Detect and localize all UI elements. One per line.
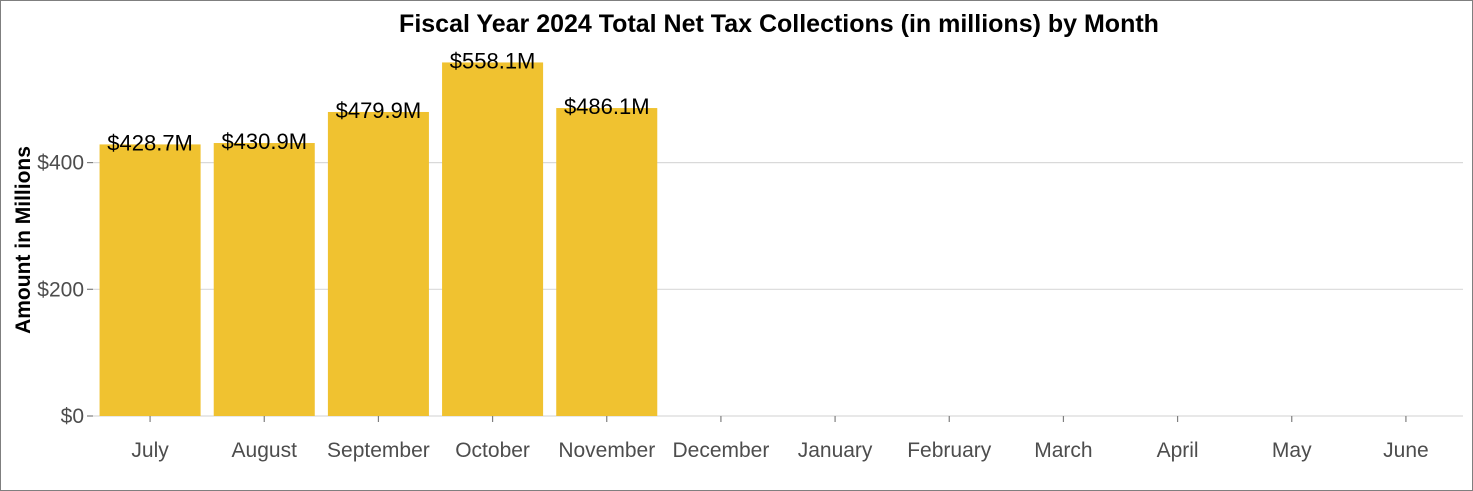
x-axis-ticks: July August September October November Decemb… (131, 416, 1429, 462)
x-tick-label-december: December (672, 439, 769, 462)
x-tick-label-june: June (1383, 439, 1429, 462)
y-axis-label: Amount in Millions (12, 146, 35, 334)
x-tick-label-april: April (1157, 439, 1199, 462)
x-tick-label-october: October (455, 439, 530, 462)
bar-october (442, 62, 544, 416)
y-tick-label: $200 (37, 278, 84, 301)
x-tick-label-august: August (232, 439, 298, 462)
bar-august (213, 143, 315, 417)
data-labels: $428.7M $430.9M $479.9M $558.1M $486.1M (107, 48, 649, 155)
data-label-november: $486.1M (564, 94, 650, 119)
x-tick-label-july: July (131, 439, 169, 462)
x-tick-label-march: March (1034, 439, 1092, 462)
bar-november (556, 108, 658, 416)
y-axis-ticks: $0 $200 $400 (37, 152, 93, 428)
x-tick-label-may: May (1272, 439, 1312, 462)
x-tick-label-november: November (558, 439, 655, 462)
x-tick-label-january: January (798, 439, 873, 462)
data-label-october: $558.1M (450, 48, 536, 73)
x-tick-label-february: February (907, 439, 992, 462)
data-label-september: $479.9M (336, 98, 422, 123)
data-label-july: $428.7M (107, 130, 193, 155)
data-label-august: $430.9M (221, 129, 307, 154)
y-tick-label: $0 (61, 405, 84, 428)
bar-july (99, 144, 201, 416)
x-tick-label-september: September (327, 439, 430, 462)
y-tick-label: $400 (37, 152, 84, 175)
bars (99, 62, 658, 417)
gridlines (93, 162, 1463, 417)
chart-title: Fiscal Year 2024 Total Net Tax Collectio… (399, 10, 1159, 38)
bar-september (327, 111, 429, 417)
